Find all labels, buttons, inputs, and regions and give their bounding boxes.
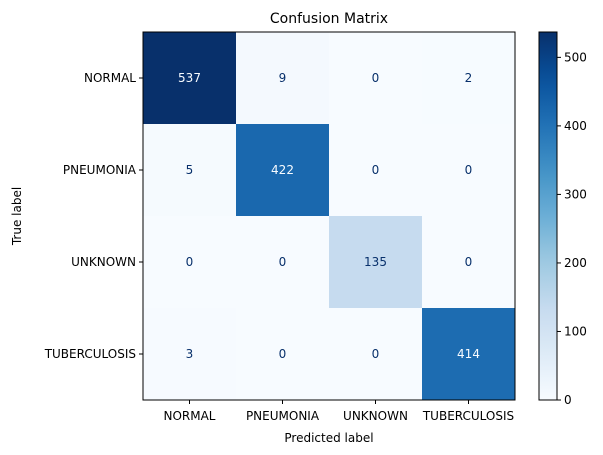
colorbar-tick-label: 100: [564, 324, 587, 338]
cell-value-label: 0: [372, 71, 380, 85]
y-tick-label: NORMAL: [84, 71, 136, 85]
heatmap-cell: [329, 216, 423, 309]
colorbar-tick-label: 500: [564, 50, 587, 64]
x-tick-label: TUBERCULOSIS: [422, 409, 514, 423]
heatmap-cell: [422, 216, 516, 309]
y-axis-ticks: NORMAL PNEUMONIA UNKNOWN TUBERCULOSIS: [44, 71, 143, 361]
heatmap-cell: [329, 124, 423, 217]
x-tick-label: PNEUMONIA: [246, 409, 320, 423]
cell-value-label: 135: [364, 255, 387, 269]
heatmap-cells: [143, 32, 516, 401]
plot-frame: [142, 31, 516, 401]
cell-value-label: 0: [372, 163, 380, 177]
heatmap-cell: [329, 32, 423, 125]
chart-title: Confusion Matrix: [270, 11, 388, 27]
x-tick-label: NORMAL: [163, 409, 215, 423]
cell-value-label: 414: [457, 347, 480, 361]
colorbar-tick-label: 200: [564, 256, 587, 270]
heatmap-cell: [143, 32, 237, 125]
x-axis-ticks: NORMAL PNEUMONIA UNKNOWN TUBERCULOSIS: [163, 400, 514, 423]
cell-value-label: 0: [372, 347, 380, 361]
y-axis-label: True label: [10, 187, 24, 246]
colorbar-tick-label: 400: [564, 119, 587, 133]
heatmap-cell: [236, 32, 330, 125]
cell-value-label: 0: [279, 255, 287, 269]
cell-value-label: 537: [178, 71, 201, 85]
heatmap-cell: [143, 124, 237, 217]
heatmap-cell: [236, 216, 330, 309]
cell-value-labels: 537 9 0 2 5 422 0 0 0 0 135 0 3 0 0 414: [178, 71, 480, 361]
heatmap-cell: [143, 216, 237, 309]
y-tick-label: TUBERCULOSIS: [44, 347, 136, 361]
cell-value-label: 0: [465, 163, 473, 177]
colorbar-tick-label: 300: [564, 187, 587, 201]
colorbar-tick-label: 0: [564, 393, 572, 407]
cell-value-label: 0: [279, 347, 287, 361]
heatmap-cell: [236, 308, 330, 401]
cell-value-label: 2: [465, 71, 473, 85]
heatmap-cell: [329, 308, 423, 401]
cell-value-label: 3: [186, 347, 194, 361]
y-tick-label: PNEUMONIA: [63, 163, 137, 177]
cell-value-label: 5: [186, 163, 194, 177]
colorbar-ticks: 0 100 200 300 400 500: [557, 50, 587, 407]
heatmap-cell: [422, 124, 516, 217]
heatmap-cell: [236, 124, 330, 217]
cell-value-label: 0: [186, 255, 194, 269]
cell-value-label: 0: [465, 255, 473, 269]
cell-value-label: 9: [279, 71, 287, 85]
x-axis-label: Predicted label: [284, 431, 373, 445]
x-tick-label: UNKNOWN: [343, 409, 408, 423]
colorbar: [538, 31, 558, 401]
y-tick-label: UNKNOWN: [71, 255, 136, 269]
cell-value-label: 422: [271, 163, 294, 177]
heatmap-cell: [422, 308, 516, 401]
heatmap-cell: [143, 308, 237, 401]
heatmap-cell: [422, 32, 516, 125]
